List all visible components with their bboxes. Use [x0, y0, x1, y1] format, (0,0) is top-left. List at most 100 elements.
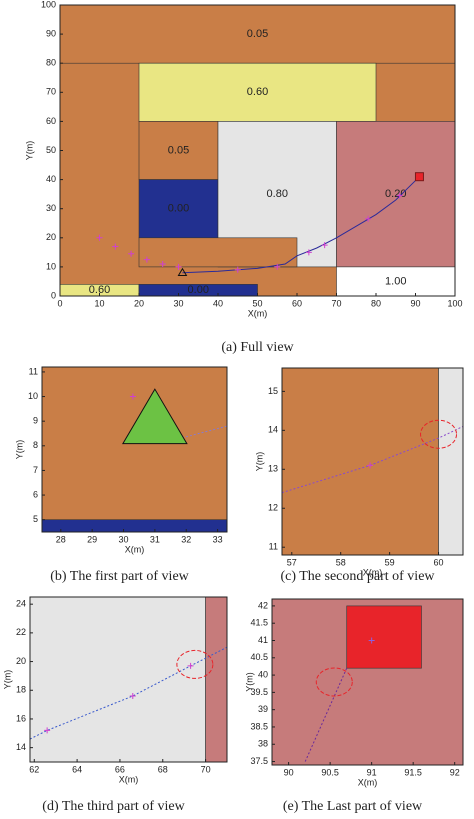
y-tick-label: 41.5: [250, 618, 268, 628]
plot-area: [42, 367, 227, 532]
plot-frame: [29, 596, 228, 763]
region-label: 0.80: [267, 188, 288, 200]
y-axis-label: Y(m): [244, 672, 254, 692]
plus-marker: [367, 462, 374, 469]
x-tick-label: 10: [94, 298, 104, 308]
region: [205, 597, 227, 762]
plus-marker: [129, 693, 136, 699]
plus-marker: [305, 249, 312, 256]
goal-marker: [414, 172, 424, 182]
region-label: 0.00: [188, 284, 209, 296]
y-tick-label: 50: [46, 145, 56, 155]
y-tick-label: 100: [41, 0, 56, 9]
y-tick-label: 30: [46, 203, 56, 213]
y-tick-label: 39.5: [250, 687, 268, 697]
start-marker: [177, 267, 188, 277]
plus-marker: [368, 637, 375, 644]
region: [138, 62, 377, 122]
y-axis-label: Y(m): [24, 141, 34, 161]
plus-marker: [175, 263, 182, 270]
y-tick-label: 22: [16, 627, 26, 637]
region: [282, 368, 439, 555]
x-axis-label: X(m): [248, 308, 268, 318]
y-tick-label: 40.5: [250, 652, 268, 662]
region-label: 0.05: [168, 144, 189, 156]
region: [138, 179, 219, 239]
plot-frame: [41, 366, 228, 533]
y-tick-label: 10: [28, 391, 38, 401]
plot-area: [282, 368, 463, 555]
region: [438, 368, 463, 555]
plus-marker: [96, 234, 103, 241]
panel: 57 58 59 60 11 12 13 14 15 X(m) Y(m) (c) The second…: [254, 367, 464, 584]
x-tick-label: 58: [336, 557, 346, 567]
y-axis-label: Y(m): [14, 440, 24, 460]
plus-marker: [44, 727, 51, 734]
x-tick-label: 31: [150, 534, 160, 544]
plus-marker: [159, 260, 166, 267]
x-tick-label: 30: [119, 534, 129, 544]
y-tick-label: 41: [258, 635, 268, 645]
region: [60, 5, 455, 64]
panel: 28 29 30 31 32 33 5 6 7 8 9 10 11 X(m) Y(m) (b) The fir…: [14, 366, 228, 584]
caption: (a) Full view: [221, 340, 294, 355]
panel: 90 90.5 91 91.5 92 37.5 38 38.5 39 39.5 40 40.5 41 41…: [244, 598, 464, 814]
x-axis-label: X(m): [119, 774, 139, 784]
y-tick-label: 20: [46, 232, 56, 242]
plus-marker: [187, 662, 194, 669]
plus-marker: [143, 256, 150, 263]
y-tick-label: 13: [268, 464, 278, 474]
x-tick-label: 80: [371, 298, 381, 308]
y-tick-label: 40: [258, 669, 268, 679]
region-label: 1.00: [385, 275, 406, 287]
x-axis-label: X(m): [125, 544, 145, 554]
y-tick-label: 38: [258, 739, 268, 749]
highlight-circle: [176, 649, 214, 679]
region: [42, 367, 227, 532]
path-line: [282, 425, 463, 494]
x-tick-label: 30: [173, 298, 183, 308]
region: [336, 266, 455, 296]
caption: (e) The Last part of view: [283, 799, 423, 814]
plot-frame: [281, 367, 464, 556]
plot-area: [30, 597, 227, 762]
x-tick-label: 50: [252, 298, 262, 308]
region-label: 0.20: [385, 188, 406, 200]
plot-frame: [271, 598, 464, 766]
region-label: 0.60: [247, 86, 268, 98]
y-tick-label: 42: [258, 600, 268, 610]
plus-marker: [321, 242, 328, 249]
region: [30, 597, 206, 762]
region: [336, 121, 455, 268]
y-tick-label: 90: [46, 28, 56, 38]
y-tick-label: 40: [46, 174, 56, 184]
plot-area: [272, 599, 463, 765]
x-tick-label: 100: [447, 298, 462, 308]
x-tick-label: 40: [213, 298, 223, 308]
highlight-circle: [420, 419, 458, 449]
plus-marker: [128, 250, 135, 257]
region-label: 0.05: [247, 28, 268, 40]
caption: (d) The third part of view: [42, 799, 185, 814]
plus-marker: [234, 266, 241, 273]
y-tick-label: 11: [269, 542, 278, 552]
x-axis-label: X(m): [358, 777, 378, 787]
x-tick-label: 32: [181, 534, 191, 544]
x-tick-label: 62: [29, 764, 39, 774]
x-tick-label: 60: [292, 298, 302, 308]
x-tick-label: 92: [450, 767, 460, 777]
caption: (c) The second part of view: [280, 569, 435, 584]
y-axis-label: Y(m): [2, 670, 12, 690]
y-tick-label: 11: [29, 366, 38, 376]
plus-marker: [274, 263, 281, 270]
y-tick-label: 14: [16, 742, 26, 752]
y-tick-label: 7: [33, 465, 38, 475]
panel: 0.05 0.60 0.05 0.00 0.80 0.20 1.00 0.60 0.00 0 10 2…: [24, 0, 462, 355]
y-tick-label: 24: [16, 599, 26, 609]
y-tick-label: 80: [46, 58, 56, 68]
y-tick-label: 6: [33, 489, 38, 499]
path-line: [30, 646, 227, 740]
y-tick-label: 60: [46, 116, 56, 126]
start-marker: [122, 388, 188, 445]
